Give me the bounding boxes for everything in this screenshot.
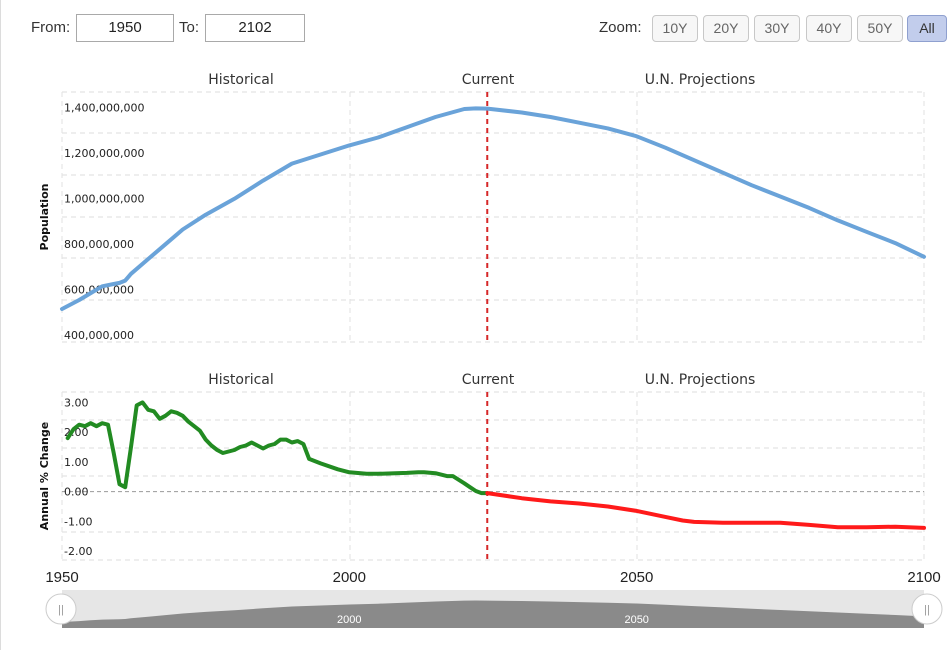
grip-icon: || bbox=[924, 604, 930, 616]
section-label-historical: Historical bbox=[208, 72, 274, 88]
x-tick-label: 2000 bbox=[333, 569, 366, 586]
zoom-20y-button[interactable]: 20Y bbox=[703, 15, 749, 42]
change-projection-line bbox=[485, 491, 926, 530]
navigator-ticks: 2000 2050 bbox=[337, 614, 649, 626]
population-series-line bbox=[60, 106, 926, 311]
change-panel: Historical Current U.N. Projections Annu… bbox=[38, 372, 941, 586]
navigator-left-handle[interactable]: || bbox=[45, 593, 77, 625]
x-tick-label: 2100 bbox=[907, 569, 940, 586]
grip-icon: || bbox=[58, 604, 64, 616]
handle-circle[interactable] bbox=[45, 593, 77, 625]
zoom-10y-button[interactable]: 10Y bbox=[652, 15, 698, 42]
zoom-30y-button[interactable]: 30Y bbox=[754, 15, 800, 42]
y-tick-label: 1,400,000,000 bbox=[64, 102, 144, 115]
y-tick-label: 1.00 bbox=[64, 456, 89, 469]
to-year-input[interactable]: 2102 bbox=[205, 14, 305, 42]
y-tick-label: 400,000,000 bbox=[64, 329, 134, 342]
handle-circle[interactable] bbox=[911, 593, 943, 625]
zoom-50y-button[interactable]: 50Y bbox=[857, 15, 903, 42]
zoom-all-button[interactable]: All bbox=[907, 15, 947, 42]
navigator-right-handle[interactable]: || bbox=[911, 593, 943, 625]
change-y-ticks: -2.00-1.000.001.002.003.00 bbox=[64, 396, 92, 558]
section-label-current: Current bbox=[462, 372, 515, 388]
left-border bbox=[0, 0, 1, 650]
change-x-ticks: 1950 2000 2050 2100 bbox=[45, 569, 940, 586]
section-label-projections: U.N. Projections bbox=[645, 372, 756, 388]
change-historical-line bbox=[65, 400, 490, 496]
range-navigator[interactable]: 2000 2050 || || bbox=[45, 590, 943, 628]
navigator-tick-label: 2000 bbox=[337, 614, 361, 626]
change-axis-title: Annual % Change bbox=[38, 422, 51, 530]
section-label-current: Current bbox=[462, 72, 515, 88]
range-toolbar: From: 1950 To: 2102 Zoom: 10Y 20Y 30Y 40… bbox=[0, 14, 952, 44]
section-label-historical: Historical bbox=[208, 372, 274, 388]
x-tick-label: 1950 bbox=[45, 569, 78, 586]
y-tick-label: 800,000,000 bbox=[64, 238, 134, 251]
population-panel: Historical Current U.N. Projections Popu… bbox=[38, 72, 926, 343]
from-label: From: bbox=[31, 19, 71, 36]
x-tick-label: 2050 bbox=[620, 569, 653, 586]
y-tick-label: -2.00 bbox=[64, 545, 92, 558]
zoom-40y-button[interactable]: 40Y bbox=[806, 15, 852, 42]
population-y-ticks: 400,000,000600,000,000800,000,0001,000,0… bbox=[64, 102, 144, 342]
section-label-projections: U.N. Projections bbox=[645, 72, 756, 88]
change-grid bbox=[61, 391, 925, 561]
navigator-tick-label: 2050 bbox=[624, 614, 648, 626]
navigator-area bbox=[62, 600, 924, 628]
population-axis-title: Population bbox=[38, 184, 51, 251]
y-tick-label: 3.00 bbox=[64, 396, 89, 409]
y-tick-label: 0.00 bbox=[64, 486, 89, 499]
y-tick-label: 1,000,000,000 bbox=[64, 193, 144, 206]
to-label: To: bbox=[179, 19, 200, 36]
population-grid bbox=[61, 91, 925, 343]
from-year-input[interactable]: 1950 bbox=[76, 14, 174, 42]
y-tick-label: -1.00 bbox=[64, 515, 92, 528]
zoom-label: Zoom: bbox=[599, 19, 642, 36]
y-tick-label: 1,200,000,000 bbox=[64, 147, 144, 160]
